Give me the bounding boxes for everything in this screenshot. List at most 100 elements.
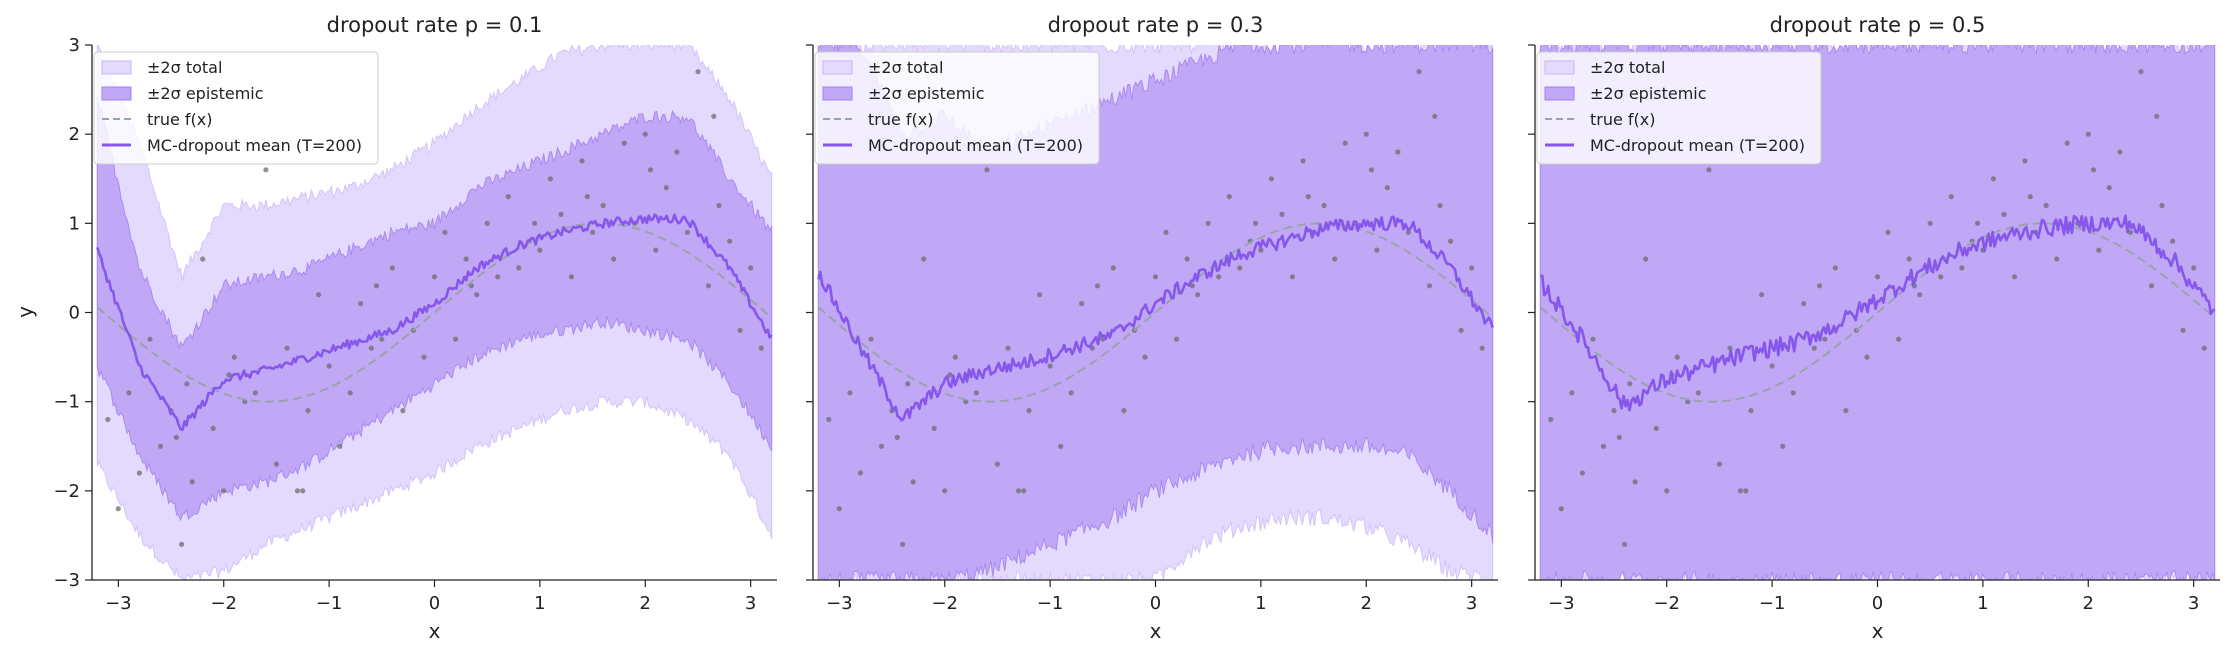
observation-point: [868, 336, 874, 342]
observation-point: [1289, 274, 1296, 280]
observation-point: [421, 354, 427, 360]
mc-dropout-mean-line: [1540, 214, 2216, 412]
observation-point: [921, 256, 927, 262]
observation-point: [1258, 247, 1264, 253]
legend-swatch-total: [822, 60, 853, 75]
observation-points: [1548, 69, 2207, 547]
y-tick-label: 0: [69, 303, 80, 324]
observation-point: [900, 541, 906, 547]
x-tick-label: 1: [534, 593, 545, 614]
observation-point: [1832, 265, 1838, 271]
observation-point: [973, 390, 979, 396]
observation-point: [558, 211, 564, 217]
legend-label-epistemic: ±2σ epistemic: [1590, 84, 1707, 103]
observation-point: [2117, 149, 2123, 155]
panel-title: dropout rate p = 0.3: [1048, 13, 1264, 37]
observation-point: [221, 488, 227, 494]
observation-point: [1163, 229, 1169, 235]
observation-point: [547, 176, 554, 182]
x-tick-label: −3: [826, 593, 853, 614]
observation-point: [2127, 229, 2133, 235]
panel-title: dropout rate p = 0.5: [1770, 13, 1986, 37]
observation-point: [1368, 167, 1375, 173]
observation-point: [584, 194, 590, 200]
x-tick-label: −2: [1653, 593, 1680, 614]
panel-title: dropout rate p = 0.1: [327, 13, 543, 37]
observation-point: [758, 345, 764, 351]
observation-point: [611, 256, 617, 262]
legend-label-epistemic: ±2σ epistemic: [147, 84, 264, 103]
observation-point: [1395, 149, 1401, 155]
observation-point: [1975, 220, 1981, 226]
observation-point: [878, 443, 885, 449]
observation-point: [642, 131, 648, 137]
observation-point: [1664, 488, 1670, 494]
x-axis-label: x: [429, 619, 441, 643]
observation-point: [705, 283, 712, 289]
x-tick-label: 3: [1466, 593, 1477, 614]
observation-point: [1226, 194, 1232, 200]
observation-point: [453, 336, 459, 342]
legend-label-true: true f(x): [1590, 110, 1656, 129]
observation-point: [663, 185, 669, 191]
observation-point: [737, 327, 743, 333]
observation-point: [1205, 220, 1211, 226]
observation-point: [474, 292, 480, 298]
observation-point: [1948, 194, 1954, 200]
observation-point: [1695, 390, 1701, 396]
observation-points: [105, 69, 764, 547]
observation-point: [1780, 443, 1786, 449]
observation-point: [184, 381, 190, 387]
true-function-line: [1539, 222, 2216, 403]
observation-point: [2201, 345, 2207, 351]
legend-label-true: true f(x): [868, 110, 934, 129]
legend-frame: [814, 51, 1100, 165]
observation-point: [1917, 292, 1923, 298]
legend-frame: [1536, 51, 1822, 165]
legend-label-mean: MC-dropout mean (T=200): [1590, 136, 1805, 155]
observation-point: [1237, 265, 1243, 271]
observation-point: [463, 256, 469, 262]
observation-point: [947, 372, 953, 378]
observation-point: [836, 506, 842, 512]
observation-point: [1706, 167, 1712, 173]
observation-point: [1021, 488, 1027, 494]
x-tick-label: 0: [1872, 593, 1883, 614]
y-ticks: −3 −2 −1 0 1 2 3: [53, 35, 92, 591]
observation-point: [373, 283, 380, 289]
observation-point: [647, 167, 654, 173]
legend-swatch-epistemic: [1544, 86, 1575, 101]
observation-point: [537, 247, 543, 253]
observation-point: [1811, 345, 1817, 351]
observation-point: [1047, 363, 1053, 369]
observation-point: [727, 238, 733, 244]
observation-point: [1622, 541, 1628, 547]
x-tick-label: 0: [1150, 593, 1161, 614]
observation-point: [1769, 363, 1775, 369]
observation-point: [505, 194, 511, 200]
observation-point: [2138, 69, 2144, 75]
observation-point: [189, 479, 195, 485]
y-tick-label: 3: [69, 35, 80, 56]
observation-point: [468, 283, 474, 289]
legend: ±2σ total ±2σ epistemic true f(x) MC-dro…: [1536, 51, 1822, 165]
legend-label-mean: MC-dropout mean (T=200): [868, 136, 1083, 155]
observation-point: [2027, 194, 2033, 200]
observation-point: [1743, 488, 1749, 494]
x-ticks: −3 −2 −1 0 1 2 3: [105, 580, 756, 614]
observation-point: [389, 265, 395, 271]
observation-point: [1437, 202, 1443, 209]
observation-point: [1822, 336, 1828, 342]
legend-label-total: ±2σ total: [868, 58, 943, 77]
x-tick-label: 1: [1255, 593, 1266, 614]
observation-point: [1674, 354, 1680, 360]
y-tick-label: −1: [53, 392, 80, 413]
legend-swatch-total: [101, 60, 132, 75]
observation-point: [300, 488, 306, 494]
x-tick-label: −1: [1759, 593, 1786, 614]
observation-point: [495, 274, 501, 280]
observation-point: [284, 345, 290, 351]
observation-point: [1469, 265, 1475, 271]
observation-point: [532, 220, 538, 226]
observation-point: [931, 425, 937, 431]
